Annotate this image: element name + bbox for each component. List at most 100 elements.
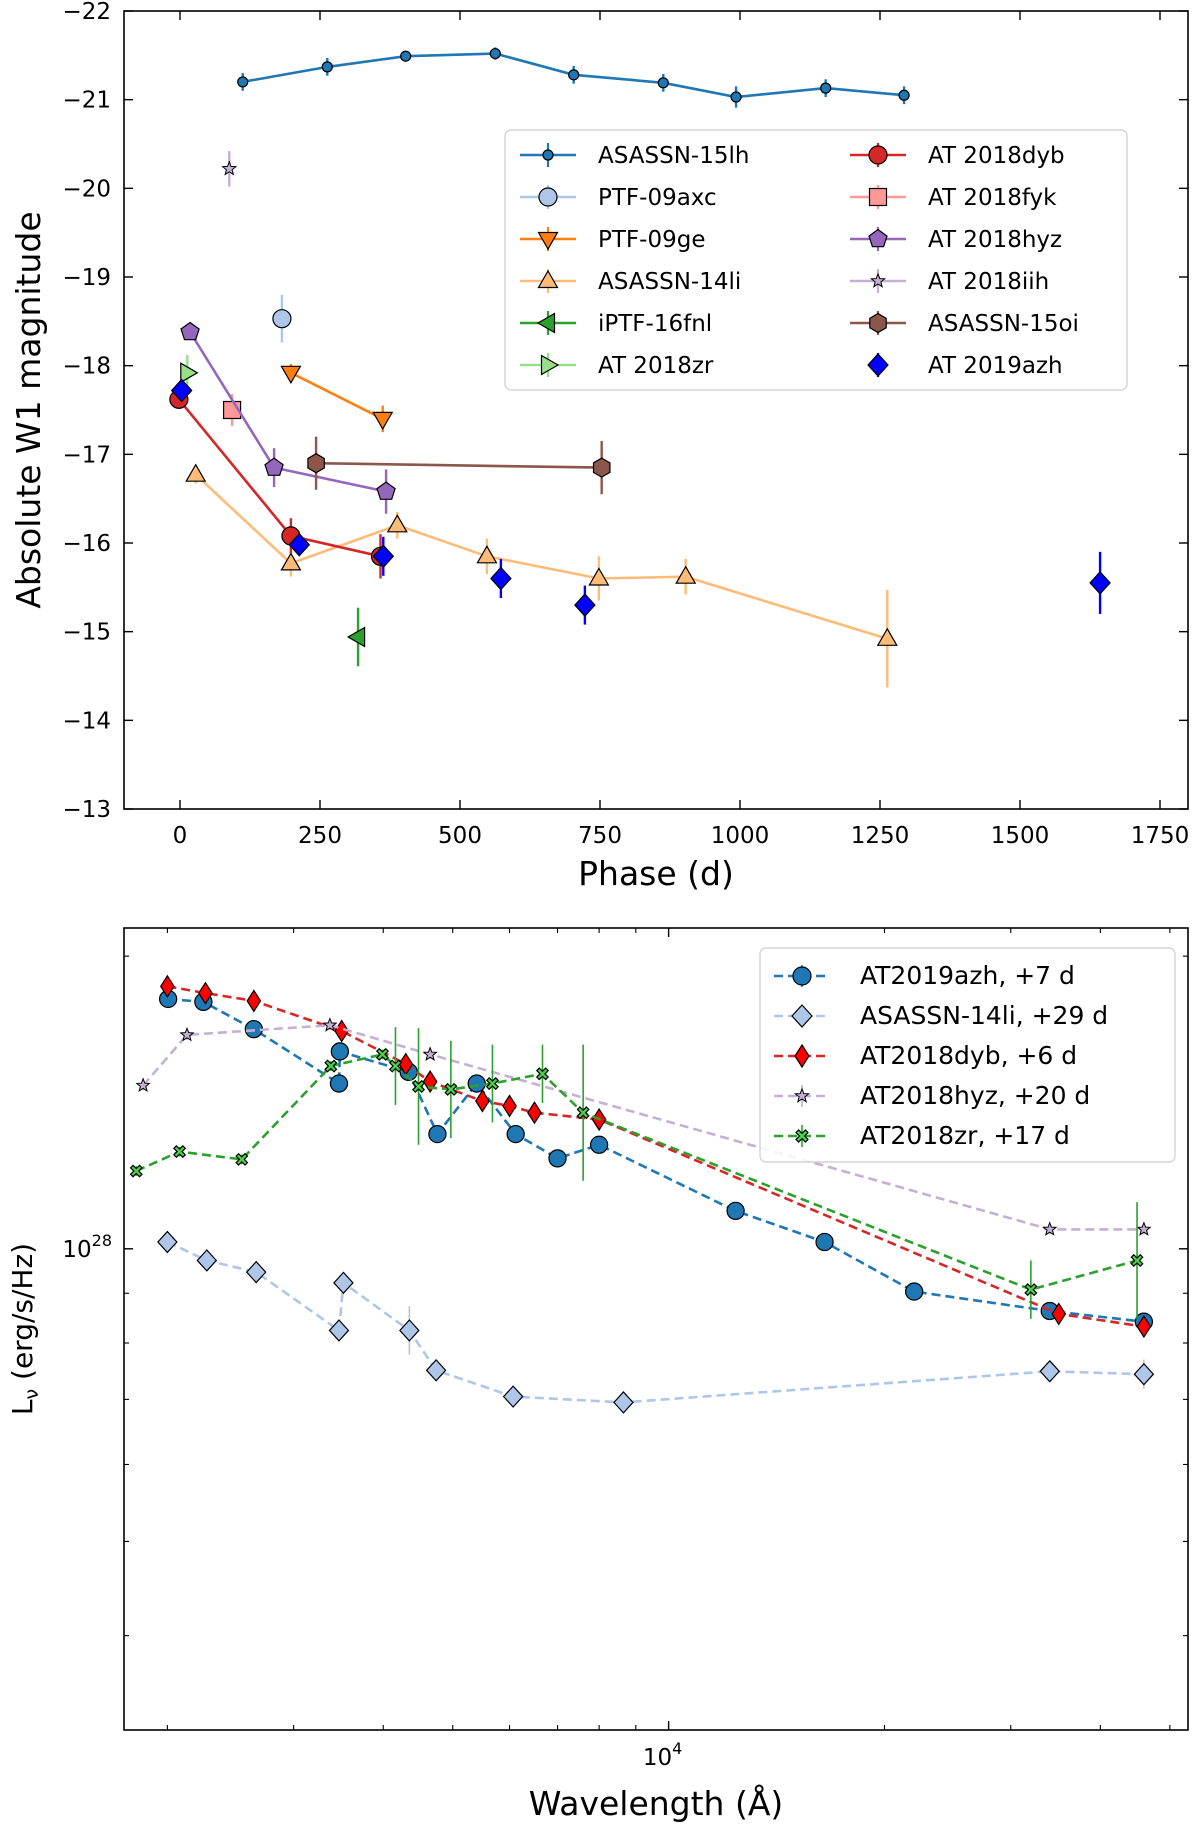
series-asassn-15oi bbox=[307, 436, 611, 495]
p1-legend-label: AT 2018iih bbox=[928, 269, 1049, 295]
asassn-14li-29-d-point bbox=[425, 1358, 447, 1382]
at2019azh-7-d-point bbox=[726, 1201, 745, 1221]
series-iptf-16fnl bbox=[346, 607, 366, 667]
at2018dyb-6-d-point bbox=[246, 989, 262, 1013]
ptf-09axc-point bbox=[272, 309, 292, 329]
p1-x-tick-label: 1000 bbox=[711, 823, 770, 849]
p1-legend-marker bbox=[537, 231, 559, 251]
series-ptf-09axc bbox=[272, 294, 292, 343]
asassn-15oi-point bbox=[592, 457, 611, 478]
p1-x-tick-label: 750 bbox=[578, 823, 622, 849]
at-2018dyb-line bbox=[177, 398, 381, 558]
p2-ylabel-rest: (erg/s/Hz) bbox=[6, 1243, 39, 1389]
at2018hyz-20-d-line bbox=[142, 1023, 1144, 1231]
p1-y-tick-label: −15 bbox=[62, 620, 111, 646]
asassn-14li-29-d-point bbox=[1133, 1362, 1155, 1386]
p1-legend-marker bbox=[868, 145, 888, 165]
at2018zr-17-d-point bbox=[129, 1164, 143, 1178]
ptf-09ge-line bbox=[290, 371, 384, 421]
p2-legend-marker bbox=[794, 1043, 810, 1069]
ptf-09ge-point bbox=[372, 411, 394, 431]
at2018dyb-6-d-point bbox=[160, 974, 175, 998]
p1-legend-entry-at-2018hyz: AT 2018hyz bbox=[850, 227, 1062, 253]
at2018zr-17-d-point bbox=[1024, 1283, 1038, 1297]
asassn-14li-29-d-point bbox=[157, 1230, 178, 1254]
at2018zr-17-d-point bbox=[576, 1106, 590, 1120]
p1-x-tick-label: 1250 bbox=[851, 823, 910, 849]
p1-y-tick-label: −21 bbox=[62, 88, 111, 114]
asassn-15lh-point bbox=[820, 82, 832, 94]
asassn-14li-point bbox=[675, 565, 697, 584]
at2018dyb-6-d-point bbox=[1136, 1315, 1152, 1339]
asassn-14li-point bbox=[876, 627, 898, 646]
p1-legend-entry-asassn-15oi: ASASSN-15oi bbox=[850, 311, 1079, 337]
p1-legend: ASASSN-15lh PTF-09axc PTF-09ge ASASSN-14li i… bbox=[504, 129, 1128, 391]
p1-x-tick-label: 0 bbox=[173, 823, 188, 849]
asassn-14li-point bbox=[386, 514, 408, 533]
at2018dyb-6-d-point bbox=[527, 1101, 542, 1125]
p2-x-axis-label: Wavelength (Å) bbox=[529, 1783, 784, 1823]
p1-legend-marker bbox=[868, 187, 888, 207]
p2-y-tick-base: 10 bbox=[62, 1237, 91, 1263]
series-at2018dyb-6-d bbox=[160, 974, 1152, 1339]
p1-legend-label: AT 2019azh bbox=[928, 353, 1063, 379]
p1-legend-box bbox=[504, 129, 1128, 391]
asassn-15lh-point bbox=[730, 91, 742, 103]
series-asassn-15lh bbox=[237, 47, 910, 108]
p1-y-tick-label: −14 bbox=[62, 708, 111, 734]
asassn-14li-point bbox=[280, 552, 302, 571]
p1-legend-label: PTF-09ge bbox=[598, 227, 705, 253]
p2-legend-entry-at2018dyb-6-d: AT2018dyb, +6 d bbox=[774, 1041, 1077, 1070]
p2-x-tick-base: 10 bbox=[643, 1745, 672, 1771]
iptf-16fnl-point bbox=[346, 626, 366, 648]
p2-legend-entry-at2019azh-7-d: AT2019azh, +7 d bbox=[774, 961, 1075, 990]
asassn-15lh-point bbox=[657, 77, 669, 89]
series-at2019azh-7-d bbox=[158, 989, 1154, 1331]
p1-legend-marker bbox=[869, 312, 887, 334]
p1-legend-marker bbox=[536, 312, 556, 334]
at2019azh-7-d-point bbox=[589, 1135, 609, 1154]
p1-y-axis-label: Absolute W1 magnitude bbox=[9, 211, 48, 608]
at2019azh-7-d-point bbox=[428, 1124, 447, 1144]
p1-x-tick-label: 1750 bbox=[1131, 823, 1190, 849]
p1-legend-label: AT 2018dyb bbox=[928, 143, 1065, 169]
p2-legend: AT2019azh, +7 d ASASSN-14li, +29 d AT2018d… bbox=[759, 947, 1176, 1163]
p2-x-tick-label: 104 bbox=[643, 1739, 682, 1771]
at-2018iih-point bbox=[221, 160, 238, 176]
at2018zr-17-d-point bbox=[535, 1067, 550, 1081]
at-2018hyz-point bbox=[180, 321, 200, 341]
series-at2018zr-17-d bbox=[129, 1027, 1144, 1319]
p1-tick-group: 0 250 500 750 1000 1250 1500 1750 −22 −21 −20 −19 −1… bbox=[62, 0, 1189, 849]
asassn-15lh-point bbox=[898, 89, 910, 101]
at2018dyb-6-d-point bbox=[422, 1070, 438, 1094]
asassn-14li-line bbox=[194, 473, 888, 641]
p1-legend-marker bbox=[537, 269, 559, 289]
series-at-2018hyz bbox=[180, 321, 396, 514]
p1-legend-label: iPTF-16fnl bbox=[598, 311, 712, 337]
asassn-15lh-point bbox=[321, 61, 333, 73]
p2-y-axis-label: Lν (erg/s/Hz) bbox=[6, 1243, 43, 1415]
series-at-2018zr bbox=[180, 355, 199, 391]
p1-legend-entry-at-2019azh: AT 2019azh bbox=[867, 353, 1063, 379]
p1-y-tick-label: −19 bbox=[62, 265, 111, 291]
p2-legend-marker bbox=[795, 1129, 809, 1143]
at2019azh-7-d-point bbox=[548, 1149, 567, 1168]
p1-legend-marker bbox=[867, 353, 889, 377]
at2018zr-17-d-point bbox=[388, 1059, 403, 1073]
p2-legend-label: AT2018dyb, +6 d bbox=[860, 1041, 1077, 1070]
at-2019azh-point bbox=[170, 378, 193, 403]
p2-legend-label: AT2018zr, +17 d bbox=[860, 1121, 1070, 1150]
at2018hyz-20-d-point bbox=[322, 1017, 338, 1032]
p2-legend-label: ASASSN-14li, +29 d bbox=[860, 1001, 1108, 1030]
ptf-09ge-point bbox=[280, 365, 302, 385]
p1-y-tick-label: −20 bbox=[62, 176, 111, 202]
at2018zr-17-d-point bbox=[324, 1059, 338, 1073]
at2018zr-17-d-point bbox=[411, 1079, 426, 1094]
p1-legend-entry-iptf-16fnl: iPTF-16fnl bbox=[520, 311, 712, 337]
p1-legend-entry-at-2018fyk: AT 2018fyk bbox=[850, 185, 1057, 211]
at2019azh-7-d-point bbox=[330, 1042, 350, 1061]
p2-ylabel-sub: ν bbox=[21, 1389, 43, 1400]
at-2018zr-point bbox=[180, 362, 199, 384]
